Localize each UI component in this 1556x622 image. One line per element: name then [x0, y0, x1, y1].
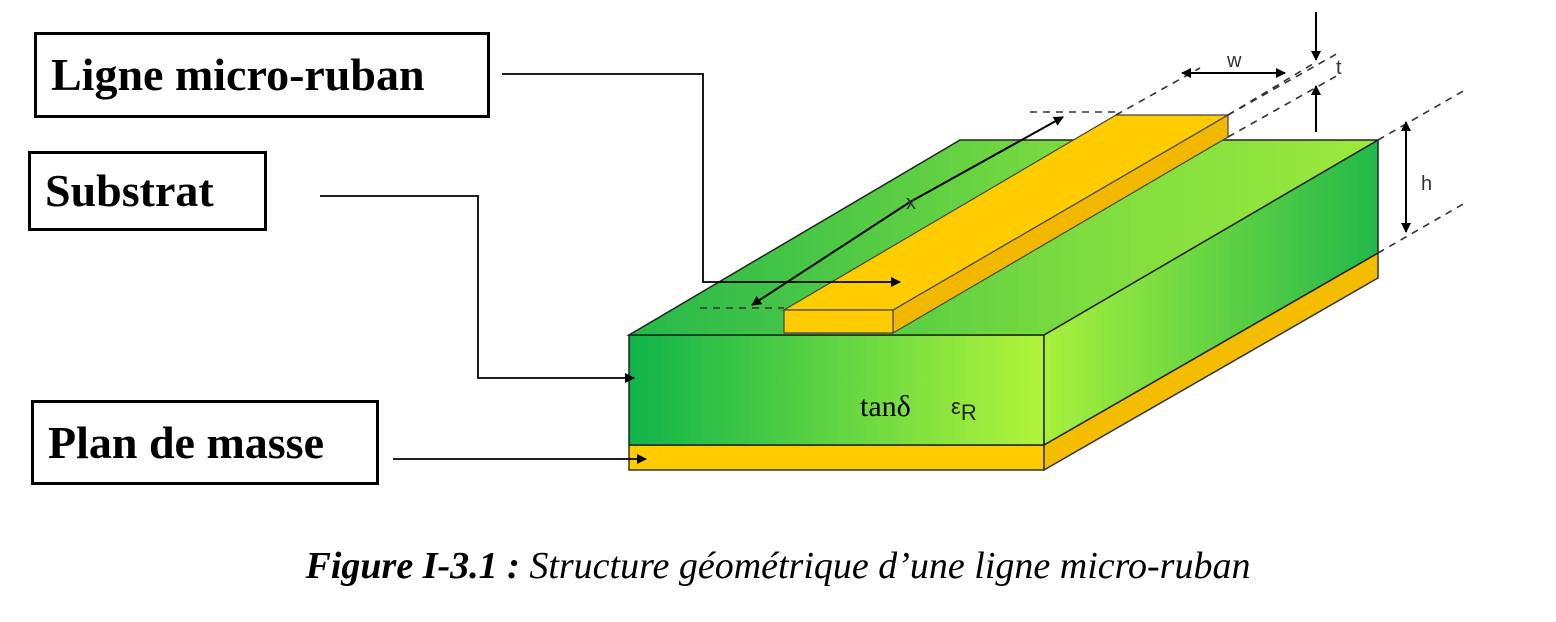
h-guide-top [1377, 89, 1466, 141]
figure-number: Figure I-3.1 : [305, 545, 520, 587]
epsilon-subscript: R [961, 400, 977, 425]
h-label: h [1421, 173, 1432, 195]
label-ligne-micro-ruban: Ligne micro-ruban [34, 32, 490, 118]
t-guide-top [1227, 51, 1341, 116]
substrate-front [628, 334, 1045, 446]
label-masse-text: Plan de masse [48, 416, 324, 468]
epsilon-r-label: εR [951, 394, 977, 425]
label-plan-de-masse: Plan de masse [31, 400, 379, 485]
figure-caption-text: Structure géométrique d’une ligne micro-… [519, 545, 1251, 587]
label-substrat-text: Substrat [45, 165, 214, 216]
dimension-arrows [751, 12, 1411, 306]
tan-delta-label: tanδ [860, 390, 911, 423]
label-ligne-text: Ligne micro-ruban [51, 49, 425, 100]
strip-front [783, 309, 894, 334]
leader-lines [320, 73, 901, 464]
epsilon-symbol: ε [951, 394, 961, 419]
label-substrat: Substrat [28, 151, 267, 231]
ground-plane [628, 251, 1379, 472]
figure-caption: Figure I-3.1 : Structure géométrique d’u… [0, 544, 1556, 588]
dimension-letters: x w t h [906, 50, 1432, 214]
leader-substrat [320, 195, 635, 383]
h-guide-bottom [1377, 202, 1466, 254]
x-label: x [906, 192, 916, 214]
t-label: t [1336, 57, 1342, 79]
w-guide-left [1115, 67, 1201, 116]
leader-ligne [502, 73, 901, 287]
x-arrow-back [909, 116, 1064, 203]
w-label: w [1226, 50, 1242, 72]
ground-plane-front [628, 444, 1045, 471]
x-arrow [751, 201, 911, 306]
t-guide-bottom [1227, 73, 1341, 138]
